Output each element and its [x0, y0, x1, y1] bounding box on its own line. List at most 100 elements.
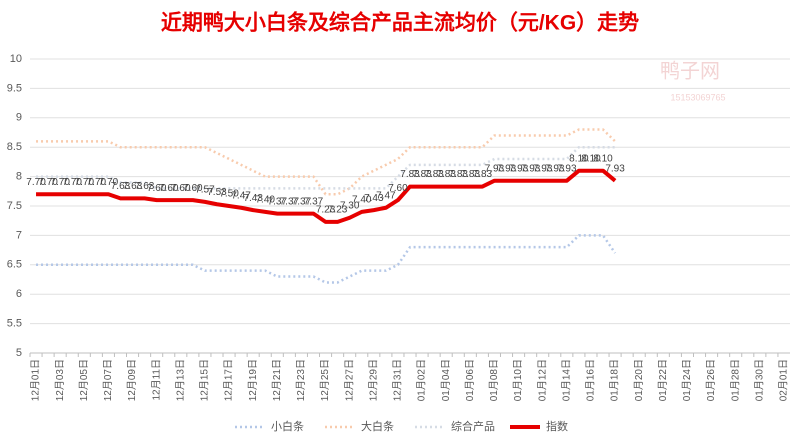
data-label: 7.47 — [231, 190, 251, 201]
y-tick-label: 5 — [16, 347, 22, 359]
data-label: 7.40 — [352, 195, 372, 206]
data-label: 7.53 — [207, 187, 227, 198]
data-label: 7.93 — [485, 163, 505, 174]
data-label: 7.83 — [473, 169, 493, 180]
data-label: 7.37 — [292, 196, 312, 207]
x-tick-label: 01月08日 — [488, 359, 500, 401]
data-label: 7.93 — [521, 163, 541, 174]
x-tick-label: 01月26日 — [705, 359, 717, 401]
data-label: 7.93 — [557, 163, 577, 174]
data-label: 7.37 — [304, 196, 324, 207]
data-label: 7.70 — [75, 177, 95, 188]
data-label: 7.63 — [135, 181, 155, 192]
legend-label: 指数 — [546, 419, 568, 433]
data-label: 7.30 — [340, 200, 360, 211]
x-tick-label: 01月12日 — [536, 359, 548, 401]
data-label: 7.93 — [509, 163, 529, 174]
x-tick-label: 12月15日 — [199, 359, 211, 401]
series-line — [36, 128, 616, 196]
x-tick-label: 12月25日 — [319, 359, 331, 401]
x-tick-label: 12月07日 — [102, 359, 114, 401]
x-tick-label: 12月23日 — [295, 359, 307, 401]
x-tick-label: 01月18日 — [609, 359, 621, 401]
legend-label: 大白条 — [361, 419, 394, 433]
y-tick-label: 7 — [16, 229, 22, 241]
y-tick-label: 9 — [16, 112, 22, 124]
data-label: 7.60 — [147, 183, 167, 194]
data-label: 7.23 — [316, 205, 336, 216]
y-tick-label: 9.5 — [7, 82, 22, 94]
data-label: 7.83 — [449, 169, 469, 180]
data-label: 8.10 — [569, 153, 589, 164]
data-label: 7.37 — [280, 196, 300, 207]
data-label: 7.83 — [412, 169, 432, 180]
data-label: 7.70 — [26, 177, 46, 188]
x-tick-label: 12月31日 — [392, 359, 404, 401]
series-line — [36, 234, 617, 284]
data-label: 7.70 — [38, 177, 58, 188]
x-tick-label: 01月30日 — [753, 359, 765, 401]
data-label: 7.37 — [268, 196, 288, 207]
data-label: 7.60 — [183, 183, 203, 194]
x-tick-label: 01月22日 — [657, 359, 669, 401]
chart-title: 近期鸭大小白条及综合产品主流均价（元/KG）走势 — [161, 11, 639, 35]
x-tick-label: 01月10日 — [512, 359, 524, 401]
x-tick-label: 12月03日 — [54, 359, 66, 401]
data-label: 7.43 — [364, 193, 384, 204]
data-label: 7.83 — [424, 169, 444, 180]
data-label: 7.93 — [497, 163, 517, 174]
series-line — [36, 145, 616, 190]
y-tick-label: 8.5 — [7, 141, 22, 153]
data-label: 7.60 — [159, 183, 179, 194]
watermark: 鸭子网 — [660, 59, 720, 82]
x-tick-label: 12月19日 — [247, 359, 259, 401]
x-tick-label: 12月17日 — [223, 359, 235, 401]
data-label: 7.57 — [195, 185, 215, 196]
data-label: 7.93 — [545, 163, 565, 174]
x-tick-label: 01月02日 — [416, 359, 428, 401]
data-label: 7.40 — [256, 195, 276, 206]
series-line — [36, 168, 617, 224]
data-label: 7.47 — [376, 190, 396, 201]
data-label: 7.93 — [605, 163, 625, 174]
x-tick-label: 12月21日 — [271, 359, 283, 401]
data-label: 7.70 — [62, 177, 82, 188]
y-tick-label: 10 — [10, 53, 22, 65]
x-tick-label: 02月01日 — [778, 359, 790, 401]
data-label: 7.83 — [461, 169, 481, 180]
data-label: 7.23 — [328, 205, 348, 216]
data-label: 7.70 — [99, 177, 119, 188]
x-tick-label: 01月14日 — [560, 359, 572, 401]
watermark: 15153069765 — [670, 92, 725, 102]
data-label: 7.83 — [436, 169, 456, 180]
data-label: 7.93 — [533, 163, 553, 174]
x-tick-label: 12月11日 — [150, 359, 162, 401]
x-tick-label: 01月16日 — [585, 359, 597, 401]
data-label: 8.10 — [581, 153, 601, 164]
legend-label: 综合产品 — [451, 419, 495, 433]
x-tick-label: 12月05日 — [78, 359, 90, 401]
x-tick-label: 12月27日 — [343, 359, 355, 401]
data-label: 7.60 — [171, 183, 191, 194]
data-label: 7.63 — [111, 181, 131, 192]
data-label: 7.63 — [123, 181, 143, 192]
x-tick-label: 01月20日 — [633, 359, 645, 401]
x-tick-label: 12月09日 — [126, 359, 138, 401]
data-label: 7.43 — [243, 193, 263, 204]
x-tick-label: 01月24日 — [681, 359, 693, 401]
x-tick-label: 01月28日 — [729, 359, 741, 401]
data-label: 7.70 — [87, 177, 107, 188]
data-label: 7.70 — [50, 177, 70, 188]
data-label: 7.83 — [400, 169, 420, 180]
y-tick-label: 8 — [16, 171, 22, 183]
data-label: 7.60 — [388, 183, 408, 194]
y-tick-label: 6 — [16, 288, 22, 300]
y-tick-label: 7.5 — [7, 200, 22, 212]
x-tick-label: 12月01日 — [30, 359, 42, 401]
y-tick-label: 5.5 — [7, 318, 22, 330]
x-tick-label: 12月13日 — [174, 359, 186, 401]
legend-label: 小白条 — [271, 419, 304, 433]
data-label: 8.10 — [593, 153, 613, 164]
